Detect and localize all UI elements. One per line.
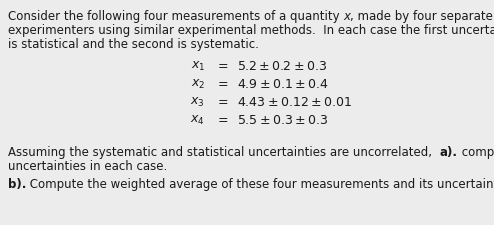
Text: $\mathit{x}_{2}$: $\mathit{x}_{2}$ [191,78,205,91]
Text: Consider the following four measurements of a quantity: Consider the following four measurements… [8,10,343,23]
Text: $4.43 \pm 0.12 \pm 0.01$: $4.43 \pm 0.12 \pm 0.01$ [237,96,352,109]
Text: =: = [218,78,228,91]
Text: is statistical and the second is systematic.: is statistical and the second is systema… [8,38,259,51]
Text: compute the total: compute the total [457,146,494,159]
Text: Compute the weighted average of these four measurements and its uncertainty.: Compute the weighted average of these fo… [26,178,494,191]
Text: experimenters using similar experimental methods.  In each case the first uncert: experimenters using similar experimental… [8,24,494,37]
Text: =: = [218,96,228,109]
Text: $4.9 \pm 0.1 \pm 0.4$: $4.9 \pm 0.1 \pm 0.4$ [237,78,329,91]
Text: $\mathit{x}_{3}$: $\mathit{x}_{3}$ [190,96,205,109]
Text: =: = [218,60,228,73]
Text: $\mathit{x}_{4}$: $\mathit{x}_{4}$ [190,114,205,127]
Text: Assuming the systematic and statistical uncertainties are uncorrelated,: Assuming the systematic and statistical … [8,146,440,159]
Text: =: = [218,114,228,127]
Text: b).: b). [8,178,26,191]
Text: $5.5 \pm 0.3 \pm 0.3$: $5.5 \pm 0.3 \pm 0.3$ [237,114,329,127]
Text: , made by four separate groups of: , made by four separate groups of [350,10,494,23]
Text: $5.2 \pm 0.2 \pm 0.3$: $5.2 \pm 0.2 \pm 0.3$ [237,60,327,73]
Text: x: x [343,10,350,23]
Text: uncertainties in each case.: uncertainties in each case. [8,160,167,173]
Text: $\mathit{x}_{1}$: $\mathit{x}_{1}$ [191,60,205,73]
Text: a).: a). [440,146,457,159]
